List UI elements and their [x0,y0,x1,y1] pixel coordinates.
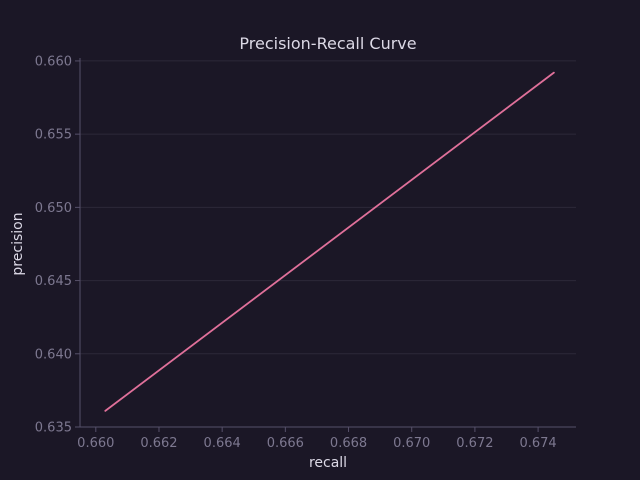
axes [75,58,576,432]
y-tick-label: 0.655 [35,128,72,143]
y-axis-label: precision [10,212,26,275]
x-tick-label: 0.670 [393,436,430,451]
tick-labels: 0.635 0.640 0.645 0.650 0.655 0.660 0.660 0.662… [35,54,557,451]
x-tick-label: 0.672 [456,436,493,451]
x-tick-label: 0.664 [204,436,241,451]
series-line-precision-recall [104,71,555,412]
series-lines [104,71,555,412]
x-tick-label: 0.666 [267,436,304,451]
y-tick-label: 0.650 [35,201,72,216]
y-tick-label: 0.635 [35,421,72,436]
x-tick-label: 0.674 [519,436,556,451]
x-tick-label: 0.662 [140,436,177,451]
y-tick-label: 0.660 [35,54,72,69]
y-tick-label: 0.645 [35,274,72,289]
x-axis-label: recall [309,455,347,471]
y-tick-label: 0.640 [35,347,72,362]
chart-title: Precision-Recall Curve [239,34,416,53]
x-tick-label: 0.668 [330,436,367,451]
x-tick-label: 0.660 [77,436,114,451]
